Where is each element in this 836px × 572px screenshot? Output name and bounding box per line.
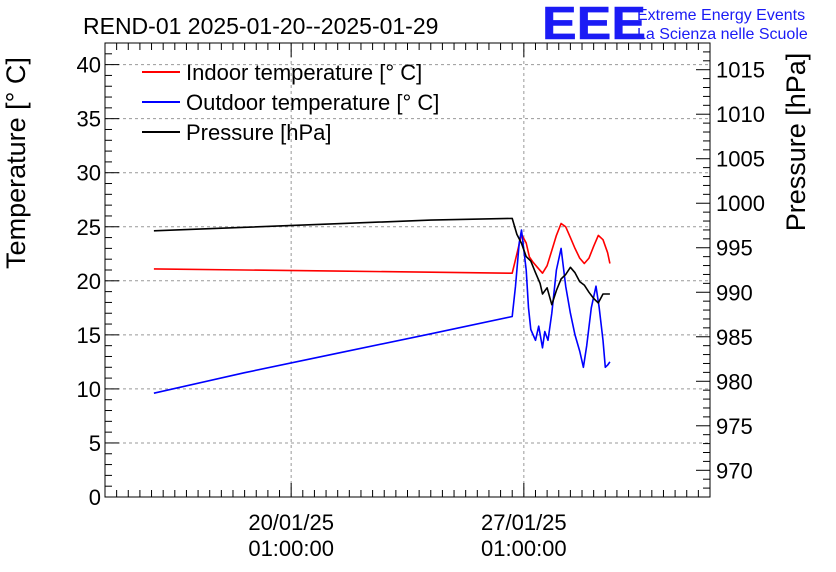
y2-tick-label: 1010 xyxy=(716,102,765,127)
legend-label-outdoor: Outdoor temperature [° C] xyxy=(186,90,439,115)
legend-label-indoor: Indoor temperature [° C] xyxy=(186,60,422,85)
y-tick-label: 20 xyxy=(77,269,101,294)
x-tick-label-time: 01:00:00 xyxy=(481,536,567,561)
y2-tick-label: 1015 xyxy=(716,58,765,83)
series-outdoor-line xyxy=(153,229,611,394)
y-tick-label: 5 xyxy=(89,431,101,456)
series-pressure-line xyxy=(153,217,610,306)
chart-title: REND-01 2025-01-20--2025-01-29 xyxy=(83,13,438,39)
y2-tick-label: 980 xyxy=(716,369,753,394)
x-tick-label-date: 20/01/25 xyxy=(248,510,334,535)
y2-tick-label: 1000 xyxy=(716,191,765,216)
y-axis-label: Temperature [° C] xyxy=(1,57,31,269)
y2-tick-label: 975 xyxy=(716,414,753,439)
y2-tick-label: 990 xyxy=(716,280,753,305)
y2-tick-label: 985 xyxy=(716,325,753,350)
y-tick-label: 25 xyxy=(77,215,101,240)
y2-tick-label: 970 xyxy=(716,458,753,483)
eee-logo: EEE Extreme Energy Events La Scienza nel… xyxy=(542,0,808,50)
y2-axis-label: Pressure [hPa] xyxy=(781,53,811,232)
eee-logo-mark: EEE xyxy=(542,0,646,49)
series-indoor-line xyxy=(153,222,611,275)
y-tick-label: 0 xyxy=(89,485,101,510)
axes: 0510152025303540970975980985990995100010… xyxy=(77,42,765,561)
x-tick-label-time: 01:00:00 xyxy=(248,536,334,561)
grid xyxy=(105,43,710,497)
y-tick-label: 35 xyxy=(77,107,101,132)
y-tick-label: 30 xyxy=(77,161,101,186)
y2-tick-label: 1005 xyxy=(716,147,765,172)
y-tick-label: 15 xyxy=(77,323,101,348)
eee-tagline-2: La Scienza nelle Scuole xyxy=(637,26,808,43)
y-tick-label: 40 xyxy=(77,53,101,78)
eee-tagline-1: Extreme Energy Events xyxy=(637,7,805,24)
legend: Indoor temperature [° C] Outdoor tempera… xyxy=(142,60,439,145)
y2-tick-label: 995 xyxy=(716,236,753,261)
legend-label-pressure: Pressure [hPa] xyxy=(186,120,332,145)
y-tick-label: 10 xyxy=(77,377,101,402)
series-layer xyxy=(153,217,611,394)
x-tick-label-date: 27/01/25 xyxy=(481,510,567,535)
